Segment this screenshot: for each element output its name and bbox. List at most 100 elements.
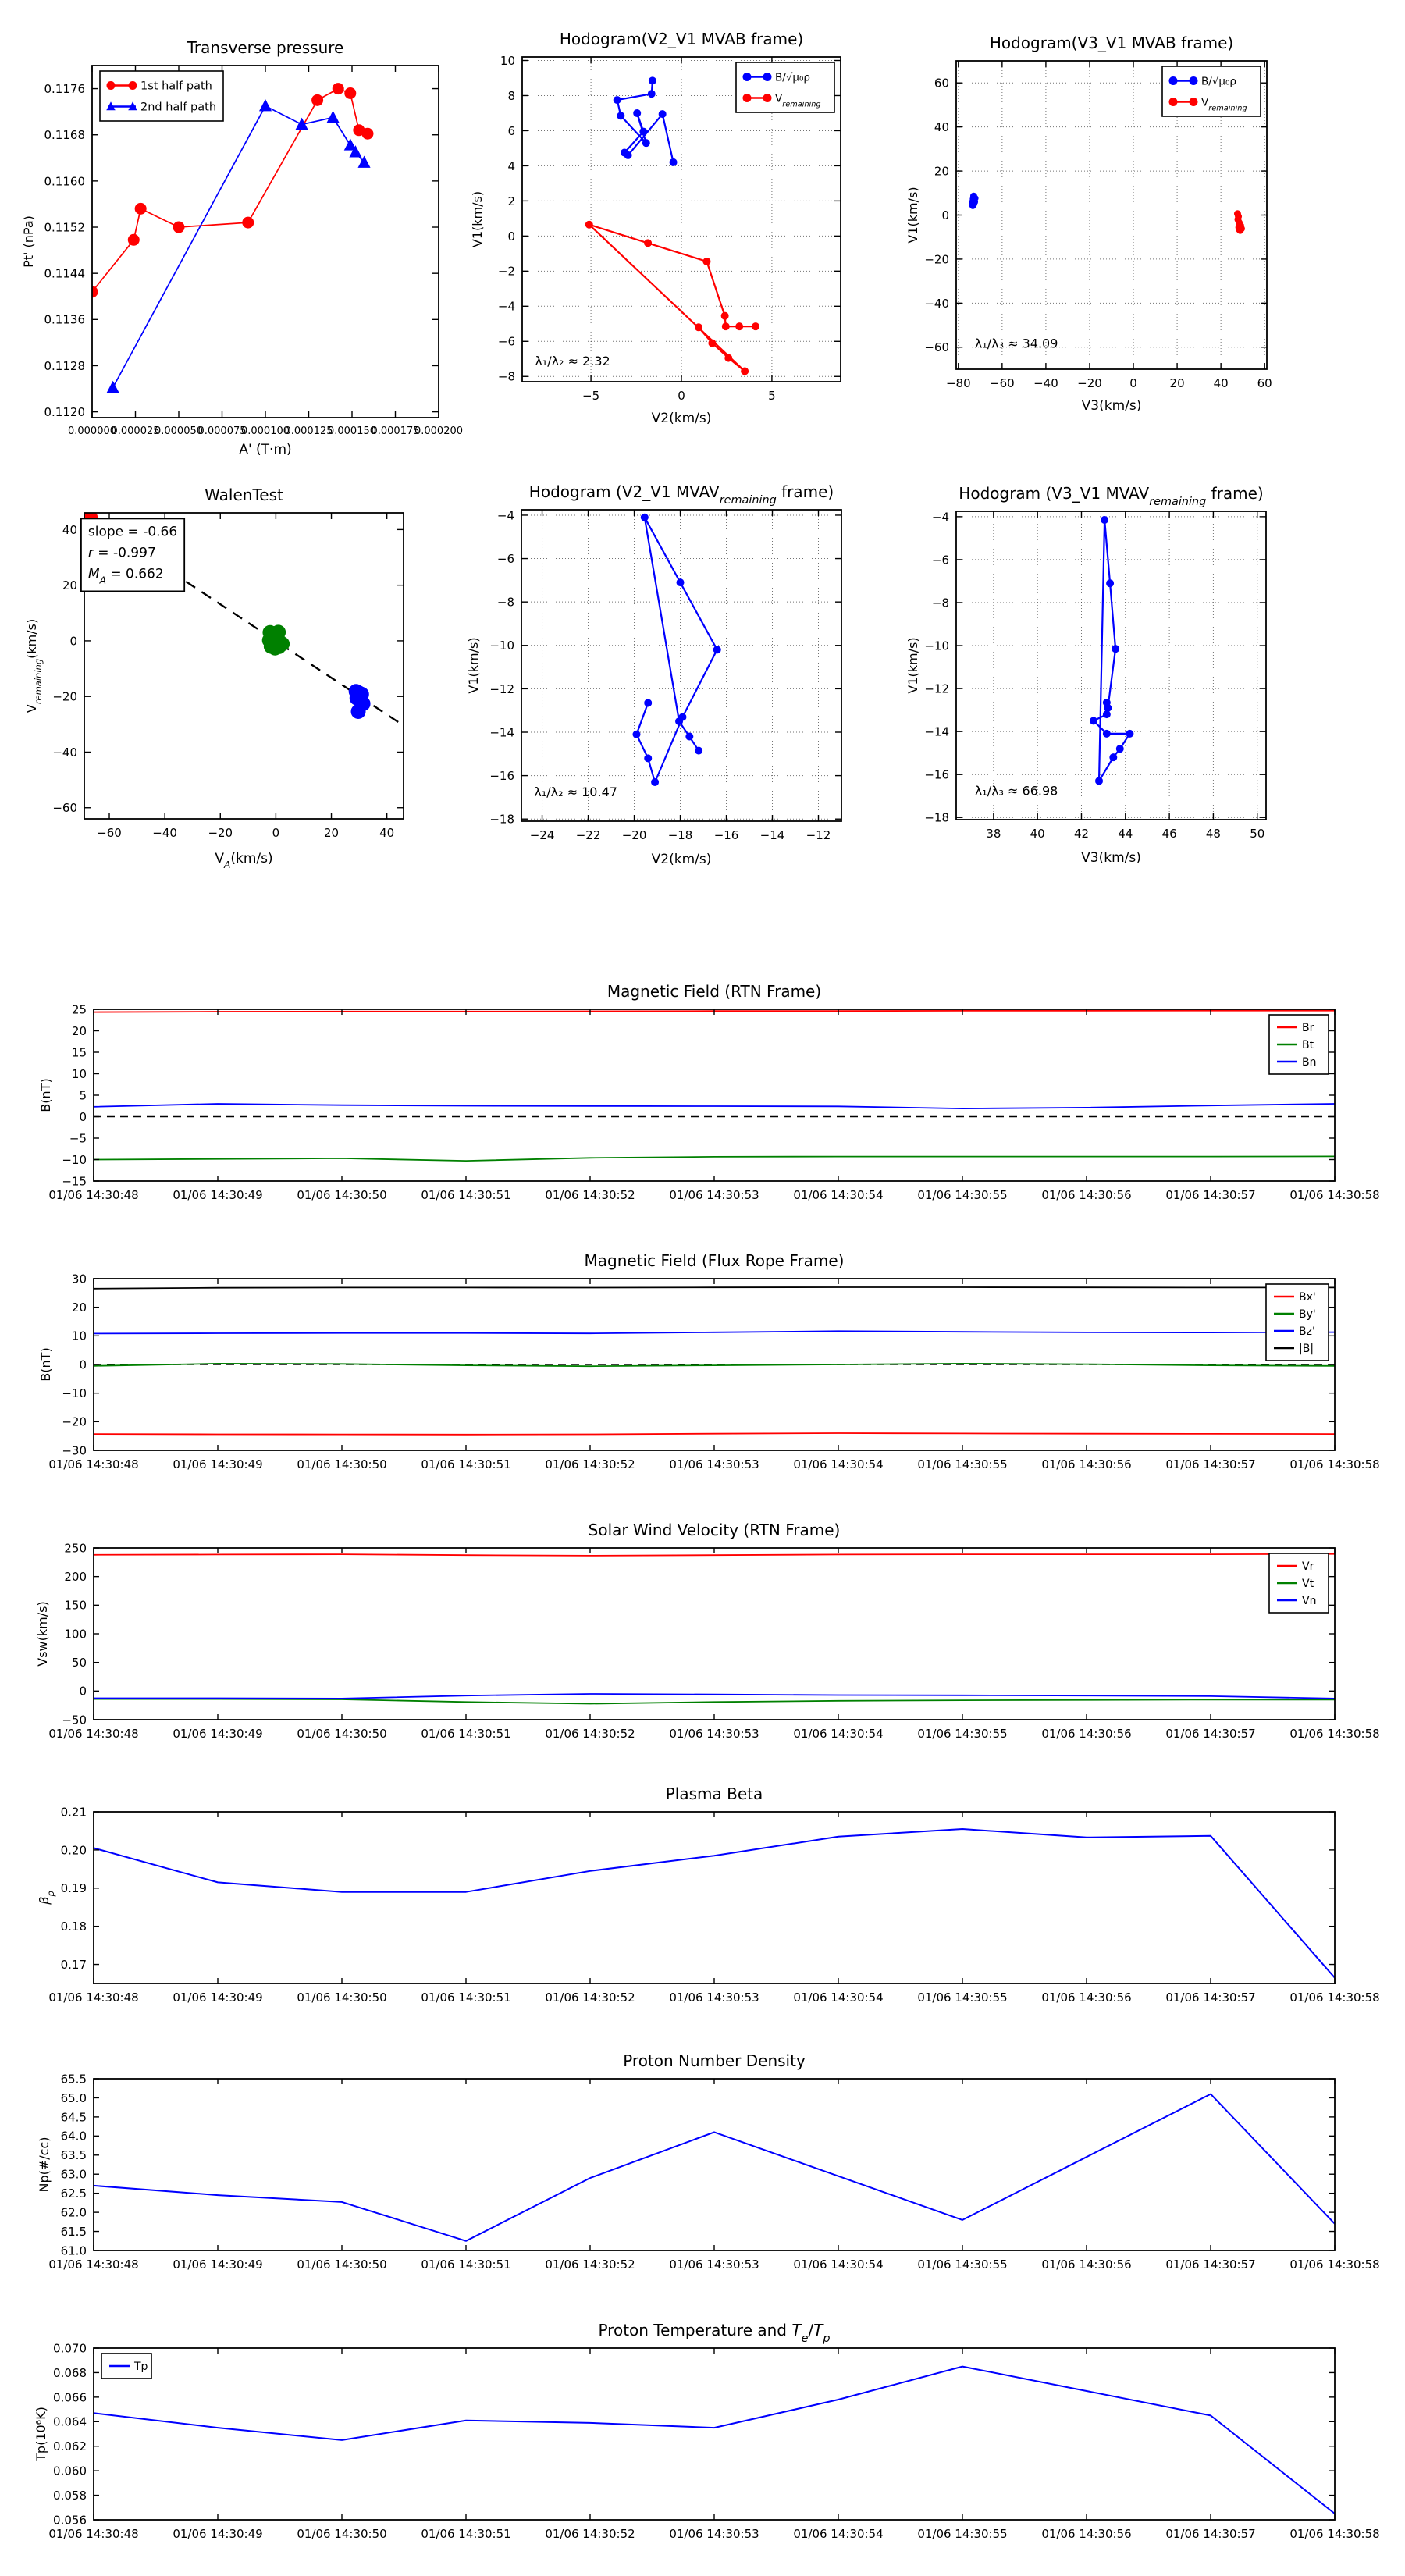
- svg-text:−12: −12: [924, 681, 949, 696]
- svg-text:Br: Br: [1302, 1022, 1314, 1034]
- svg-text:Plasma Beta: Plasma Beta: [666, 1784, 763, 1803]
- svg-text:0: 0: [79, 1357, 87, 1372]
- svg-text:−8: −8: [932, 596, 949, 610]
- svg-text:4: 4: [507, 159, 515, 173]
- svg-text:01/06 14:30:50: 01/06 14:30:50: [297, 1457, 386, 1471]
- svg-text:20: 20: [72, 1300, 87, 1315]
- svg-text:0.068: 0.068: [53, 2366, 87, 2380]
- svg-text:6: 6: [507, 124, 515, 138]
- svg-text:5: 5: [768, 389, 776, 403]
- svg-text:01/06 14:30:52: 01/06 14:30:52: [545, 1727, 635, 1741]
- svg-text:20: 20: [62, 578, 77, 592]
- svg-text:Pt' (nPa): Pt' (nPa): [21, 215, 36, 268]
- svg-text:200: 200: [64, 1570, 87, 1584]
- svg-text:10: 10: [500, 54, 515, 68]
- svg-text:0.1128: 0.1128: [44, 359, 86, 373]
- svg-text:0: 0: [941, 208, 949, 222]
- svg-text:1st half path: 1st half path: [140, 80, 212, 93]
- svg-text:01/06 14:30:52: 01/06 14:30:52: [545, 1991, 635, 2005]
- svg-text:01/06 14:30:48: 01/06 14:30:48: [48, 2527, 138, 2541]
- svg-text:01/06 14:30:49: 01/06 14:30:49: [173, 1727, 262, 1741]
- svg-text:01/06 14:30:54: 01/06 14:30:54: [793, 2258, 883, 2272]
- svg-text:15: 15: [72, 1045, 87, 1059]
- svg-text:−18: −18: [489, 813, 514, 827]
- svg-text:01/06 14:30:51: 01/06 14:30:51: [421, 1727, 510, 1741]
- svg-text:01/06 14:30:55: 01/06 14:30:55: [917, 1188, 1007, 1202]
- svg-text:20: 20: [72, 1024, 87, 1038]
- hodogram-v3v1-mvav-svg: 38 40 42 44 46 48 50 −4 −6 −8 −10 −12 −14 −16 −18 Hodog…: [905, 484, 1267, 866]
- svg-text:50: 50: [72, 1656, 87, 1670]
- svg-text:40: 40: [379, 826, 394, 840]
- svg-text:−40: −40: [924, 297, 949, 311]
- plot-walen-test: −60 −40 −20 0 20 40 40 20 0 −20 −40 −60 WalenTest VA(…: [0, 478, 468, 946]
- svg-text:01/06 14:30:51: 01/06 14:30:51: [421, 2258, 510, 2272]
- svg-text:−2: −2: [498, 265, 515, 279]
- svg-text:01/06 14:30:51: 01/06 14:30:51: [421, 1188, 510, 1202]
- svg-text:0: 0: [79, 1685, 87, 1699]
- svg-text:−40: −40: [152, 826, 177, 840]
- svg-text:01/06 14:30:57: 01/06 14:30:57: [1165, 2258, 1255, 2272]
- svg-text:01/06 14:30:56: 01/06 14:30:56: [1041, 1991, 1131, 2005]
- svg-text:01/06 14:30:55: 01/06 14:30:55: [917, 1991, 1007, 2005]
- svg-text:−8: −8: [497, 596, 514, 610]
- svg-text:λ₁/λ₃ ≈ 66.98: λ₁/λ₃ ≈ 66.98: [975, 783, 1058, 798]
- plot-hodogram-v3v1-mvab: −80 −60 −40 −20 0 20 40 60 60 40 20 0 −20 −40 −60 Hodog…: [905, 6, 1405, 475]
- svg-text:−20: −20: [1077, 376, 1102, 390]
- svg-text:01/06 14:30:51: 01/06 14:30:51: [421, 1457, 510, 1471]
- svg-text:64.5: 64.5: [61, 2110, 87, 2124]
- svg-text:r = -0.997: r = -0.997: [88, 545, 156, 560]
- svg-text:Hodogram (V2_V1 MVAVremaining: Hodogram (V2_V1 MVAVremaining frame): [529, 482, 834, 507]
- svg-text:60: 60: [1257, 376, 1272, 390]
- svg-text:250: 250: [64, 1541, 87, 1555]
- svg-text:0.21: 0.21: [61, 1805, 87, 1819]
- svg-text:Vremaining: Vremaining: [775, 93, 821, 109]
- svg-text:−6: −6: [932, 553, 949, 567]
- svg-text:64.0: 64.0: [61, 2129, 87, 2144]
- svg-text:01/06 14:30:50: 01/06 14:30:50: [297, 2527, 386, 2541]
- svg-text:Vr: Vr: [1302, 1560, 1314, 1573]
- svg-text:01/06 14:30:53: 01/06 14:30:53: [669, 1991, 759, 2005]
- svg-text:01/06 14:30:51: 01/06 14:30:51: [421, 2527, 510, 2541]
- svg-text:62.5: 62.5: [61, 2186, 87, 2201]
- svg-text:01/06 14:30:53: 01/06 14:30:53: [669, 1188, 759, 1202]
- plot-transverse-pressure: 0.000000 0.000025 0.000050 0.000075 0.000100…: [0, 6, 468, 475]
- svg-text:V3(km/s): V3(km/s): [1082, 398, 1142, 414]
- svg-text:VA(km/s): VA(km/s): [215, 851, 272, 870]
- svg-text:01/06 14:30:58: 01/06 14:30:58: [1289, 1188, 1379, 1202]
- svg-text:01/06 14:30:55: 01/06 14:30:55: [917, 1727, 1007, 1741]
- svg-text:65.5: 65.5: [61, 2072, 87, 2086]
- svg-text:−6: −6: [498, 335, 515, 349]
- svg-text:−6: −6: [497, 552, 514, 566]
- svg-text:−16: −16: [489, 769, 514, 783]
- svg-text:20: 20: [934, 164, 949, 178]
- plot-magnetic-field-rtn: 01/06 14:30:48 01/06 14:30:49 01/06 14:30:…: [0, 964, 1405, 1229]
- svg-text:01/06 14:30:48: 01/06 14:30:48: [48, 1991, 138, 2005]
- svg-text:0: 0: [79, 1110, 87, 1124]
- svg-text:−18: −18: [924, 811, 949, 825]
- svg-text:01/06 14:30:53: 01/06 14:30:53: [669, 2527, 759, 2541]
- svg-text:−24: −24: [530, 828, 555, 842]
- svg-text:Solar Wind Velocity (RTN Frame: Solar Wind Velocity (RTN Frame): [589, 1521, 841, 1539]
- svg-text:01/06 14:30:52: 01/06 14:30:52: [545, 1188, 635, 1202]
- svg-text:01/06 14:30:57: 01/06 14:30:57: [1165, 2527, 1255, 2541]
- svg-text:0.17: 0.17: [61, 1958, 87, 1972]
- svg-text:01/06 14:30:49: 01/06 14:30:49: [173, 1991, 262, 2005]
- svg-text:01/06 14:30:56: 01/06 14:30:56: [1041, 2527, 1131, 2541]
- svg-text:V1(km/s): V1(km/s): [466, 637, 481, 693]
- svg-text:01/06 14:30:49: 01/06 14:30:49: [173, 2527, 262, 2541]
- svg-text:01/06 14:30:54: 01/06 14:30:54: [793, 1188, 883, 1202]
- svg-text:Bz': Bz': [1299, 1325, 1315, 1338]
- svg-text:Vn: Vn: [1302, 1595, 1316, 1607]
- svg-text:−40: −40: [52, 745, 77, 760]
- svg-text:0: 0: [507, 229, 515, 244]
- hodogram-v3v1-mvab-svg: −80 −60 −40 −20 0 20 40 60 60 40 20 0 −20 −40 −60 Hodog…: [905, 34, 1272, 414]
- svg-text:2: 2: [507, 194, 515, 208]
- svg-text:01/06 14:30:49: 01/06 14:30:49: [173, 1188, 262, 1202]
- svg-text:V2(km/s): V2(km/s): [652, 411, 712, 426]
- svg-text:01/06 14:30:58: 01/06 14:30:58: [1289, 1457, 1379, 1471]
- b-flux-rope-svg: 01/06 14:30:48 01/06 14:30:49 01/06 14:30:…: [38, 1251, 1380, 1471]
- svg-text:Bx': Bx': [1299, 1291, 1316, 1304]
- svg-text:0.19: 0.19: [61, 1881, 87, 1895]
- plasma-beta-svg: 01/06 14:30:48 01/06 14:30:49 01/06 14:30:…: [37, 1784, 1380, 2005]
- svg-text:−10: −10: [924, 639, 949, 653]
